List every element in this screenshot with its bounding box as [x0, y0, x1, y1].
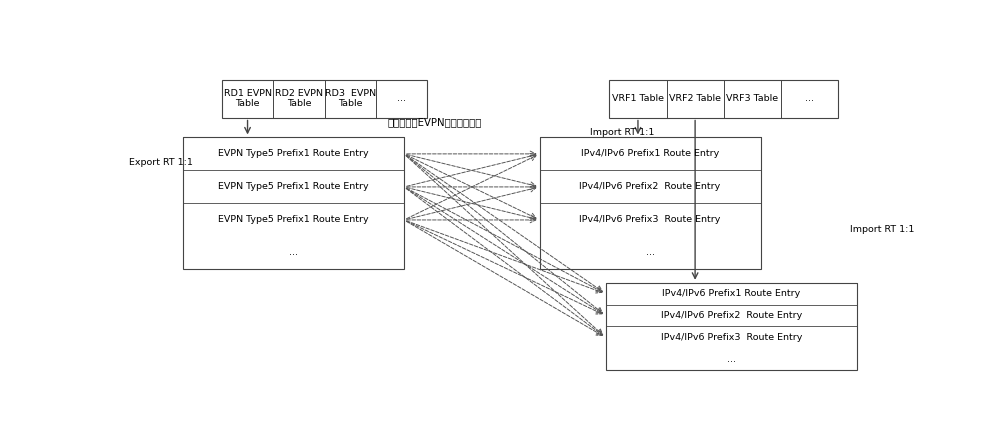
Text: ...: ... — [289, 248, 298, 257]
Text: 远端学习的EVPN路由导入小表: 远端学习的EVPN路由导入小表 — [388, 118, 482, 127]
Text: RD2 EVPN
Table: RD2 EVPN Table — [275, 89, 323, 108]
Text: ...: ... — [397, 94, 406, 103]
Bar — [222, 79, 427, 118]
Text: ...: ... — [805, 94, 814, 103]
Text: VRF1 Table: VRF1 Table — [612, 94, 664, 103]
Text: IPv4/IPv6 Prefix1 Route Entry: IPv4/IPv6 Prefix1 Route Entry — [662, 289, 801, 298]
Text: EVPN Type5 Prefix1 Route Entry: EVPN Type5 Prefix1 Route Entry — [218, 149, 369, 158]
Text: EVPN Type5 Prefix1 Route Entry: EVPN Type5 Prefix1 Route Entry — [218, 182, 369, 191]
Text: ...: ... — [646, 248, 655, 257]
Bar — [606, 283, 857, 370]
Text: EVPN Type5 Prefix1 Route Entry: EVPN Type5 Prefix1 Route Entry — [218, 215, 369, 224]
Text: IPv4/IPv6 Prefix3  Route Entry: IPv4/IPv6 Prefix3 Route Entry — [661, 333, 802, 342]
Text: IPv4/IPv6 Prefix2  Route Entry: IPv4/IPv6 Prefix2 Route Entry — [579, 182, 721, 191]
Text: IPv4/IPv6 Prefix2  Route Entry: IPv4/IPv6 Prefix2 Route Entry — [661, 311, 802, 320]
Text: Export RT 1:1: Export RT 1:1 — [129, 157, 193, 166]
Text: Import RT 1:1: Import RT 1:1 — [850, 225, 914, 234]
Text: VRF2 Table: VRF2 Table — [669, 94, 721, 103]
Bar — [540, 137, 761, 269]
Text: IPv4/IPv6 Prefix3  Route Entry: IPv4/IPv6 Prefix3 Route Entry — [579, 215, 721, 224]
Text: Import RT 1:1: Import RT 1:1 — [590, 128, 654, 137]
Text: IPv4/IPv6 Prefix1 Route Entry: IPv4/IPv6 Prefix1 Route Entry — [581, 149, 719, 158]
Bar — [609, 79, 838, 118]
Text: RD3  EVPN
Table: RD3 EVPN Table — [325, 89, 376, 108]
Text: ...: ... — [727, 355, 736, 364]
Text: VRF3 Table: VRF3 Table — [726, 94, 778, 103]
Text: RD1 EVPN
Table: RD1 EVPN Table — [224, 89, 272, 108]
Bar — [183, 137, 404, 269]
